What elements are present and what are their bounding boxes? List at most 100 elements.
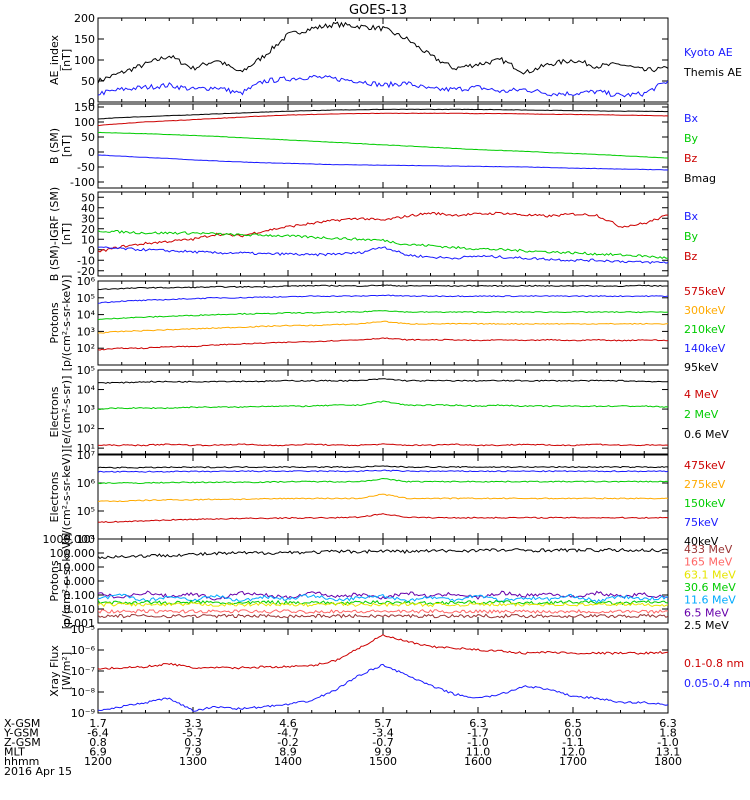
y-tick-label: 10⁷ [77, 449, 95, 462]
series-0-1-0-8-nm [98, 633, 668, 670]
y-tick-label: 10³ [77, 403, 95, 416]
y-tick-label: 10⁵ [77, 364, 95, 377]
x-row-value: 1200 [84, 755, 112, 768]
x-row-value: 6.9 [89, 746, 107, 759]
y-axis-label: [e/(cm²-s-sr)] [60, 376, 73, 449]
y-tick-label: 0 [88, 146, 95, 159]
x-row-value: -1.7 [467, 727, 488, 740]
x-row-value: 8.9 [279, 746, 297, 759]
series-63-1-mev [98, 601, 668, 608]
y-tick-label: -100 [70, 176, 95, 189]
y-axis-label: AE_index [48, 34, 61, 85]
panel-frame [97, 17, 669, 103]
x-row-value: -5.7 [182, 727, 203, 740]
x-row-value: 1800 [654, 755, 682, 768]
y-tick-label: 10⁵ [77, 292, 95, 305]
y-tick-label: -10 [77, 254, 95, 267]
y-tick-label: 10⁻⁶ [71, 644, 96, 657]
y-axis-label: [nT] [60, 49, 73, 71]
y-tick-label: 1.000 [64, 575, 96, 588]
x-axis-annotations: X-GSM 1.7 3.3 4.6 5.7 6.3 6.5 6.3 Y-GSM -6.4 -5.7 -… [3, 717, 682, 768]
y-tick-label: 50 [81, 191, 95, 204]
y-tick-label: 10.000 [57, 561, 96, 574]
legend-entry: By [684, 230, 699, 243]
y-tick-label: 0.001 [64, 617, 96, 630]
panel-electrons_mev: 10¹ 10² 10³ 10⁴ 10⁵ Electrons [e/(cm²-s-sr)] 4 … [48, 364, 729, 455]
x-row-label: Z-GSM [4, 736, 41, 749]
x-row-value: 1.8 [659, 727, 677, 740]
series-95kev [98, 284, 668, 291]
y-tick-label: 10⁻⁷ [71, 665, 95, 678]
y-tick-label: -50 [77, 161, 95, 174]
y-axis-label: [p/(cm²-s-sr-keV)] [60, 275, 73, 372]
plot-title: GOES-13 [349, 3, 407, 18]
series-140kev [98, 294, 668, 304]
x-row-value: 1300 [179, 755, 207, 768]
legend-entry: 6.5 MeV [684, 606, 729, 619]
y-tick-label: 10⁴ [77, 533, 96, 546]
legend-entry: Bz [684, 152, 698, 165]
legend-entry: 300keV [684, 304, 726, 317]
legend-entry: 30.6 MeV [684, 581, 736, 594]
y-axis-label: [nT] [60, 223, 73, 245]
legend-entry: 0.1-0.8 nm [684, 657, 744, 670]
y-tick-label: 100 [74, 116, 95, 129]
x-row-value: 1400 [274, 755, 302, 768]
panel-ae: 0 50 100 150 200 AE_index [nT] Kyoto AE Themis A… [48, 12, 742, 109]
y-tick-label: 50 [81, 75, 95, 88]
y-tick-label: 0.100 [64, 589, 96, 602]
series-475kev [98, 513, 668, 523]
series-6-5-mev [98, 590, 668, 601]
x-row-label: hhmm [4, 755, 39, 768]
x-row-value: 0.8 [89, 736, 107, 749]
y-tick-label: 10⁴ [77, 384, 96, 397]
y-axis-label: Xray Flux [48, 645, 61, 697]
y-tick-label: 30 [81, 212, 95, 225]
legend-entry: 4 MeV [684, 388, 719, 401]
series-by [98, 230, 668, 260]
legend-entry: 0.05-0.4 nm [684, 677, 750, 690]
x-row-label: MLT [4, 746, 25, 759]
y-axis-label: B (SM) [48, 128, 61, 164]
series-4-mev [98, 443, 668, 447]
y-tick-label: 20 [81, 223, 95, 236]
x-row-value: 1500 [369, 755, 397, 768]
series-40kev [98, 465, 668, 469]
series-165-mev [98, 608, 668, 614]
y-axis-label: Protons [48, 560, 61, 601]
x-row-value: 5.7 [374, 717, 392, 730]
x-row-value: 6.3 [469, 717, 487, 730]
x-row-value: -6.4 [87, 727, 108, 740]
x-row-value: 1700 [559, 755, 587, 768]
panel-xray: 10⁻⁹ 10⁻⁸ 10⁻⁷ 10⁻⁶ 10⁻⁵ Xray Flux [W/m²] 0.1-0… [48, 623, 750, 720]
x-row-value: 4.6 [279, 717, 297, 730]
legend-entry: 2.5 MeV [684, 619, 729, 632]
series-by [98, 131, 668, 159]
y-tick-label: 40 [81, 202, 95, 215]
legend-entry: 11.6 MeV [684, 594, 736, 607]
legend-entry: 40keV [684, 535, 719, 548]
series-0-05-0-4-nm [98, 663, 668, 712]
x-row-label: X-GSM [4, 717, 40, 730]
y-axis-label: B (SM)-IGRF (SM) [48, 187, 61, 281]
x-row-value: -1.1 [562, 736, 583, 749]
y-tick-label: 10 [81, 233, 95, 246]
y-tick-label: 150 [74, 101, 95, 114]
x-row-value: -1.0 [657, 736, 678, 749]
y-tick-label: 10⁶ [77, 275, 96, 288]
series-bmag [98, 108, 668, 120]
series-kyoto-ae [98, 74, 668, 98]
legend-entry: 95keV [684, 361, 719, 374]
series-275kev [98, 493, 668, 503]
panel-frame [97, 191, 669, 277]
x-row-value: -0.7 [372, 736, 393, 749]
legend-entry: 275keV [684, 478, 726, 491]
legend-entry: 433 MeV [684, 543, 733, 556]
series-75kev [98, 469, 668, 473]
x-row-value: 6.3 [659, 717, 677, 730]
x-row-value: 0.0 [564, 727, 582, 740]
panel-protons_low: 10² 10³ 10⁴ 10⁵ 10⁶ Protons [p/(cm²-s-sr-keV)]… [48, 275, 726, 374]
series-11-6-mev [98, 593, 668, 604]
